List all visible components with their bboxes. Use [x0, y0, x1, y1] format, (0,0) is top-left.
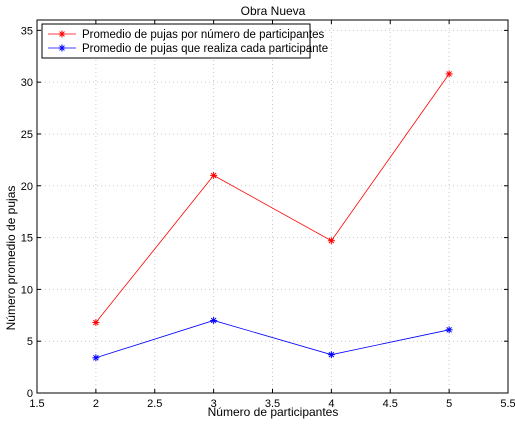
- data-point-s1-2: [210, 171, 218, 179]
- series-layer: [92, 70, 453, 362]
- y-tick-label: 35: [21, 25, 33, 37]
- data-point-s2-2: [210, 316, 218, 324]
- x-tick-label: 4.5: [383, 398, 398, 410]
- data-point-s2-3: [327, 351, 335, 359]
- x-tick-label: 4: [328, 398, 334, 410]
- legend-marker-1: [58, 30, 66, 38]
- data-point-s1-3: [327, 237, 335, 245]
- x-tick-label: 3.5: [265, 398, 280, 410]
- y-tick-label: 20: [21, 181, 33, 193]
- x-tick-label: 5: [446, 398, 452, 410]
- x-tick-label: 5.5: [500, 398, 515, 410]
- data-point-s2-1: [92, 354, 100, 362]
- chart-title: Obra Nueva: [241, 4, 306, 18]
- x-tick-label: 2: [93, 398, 99, 410]
- grid: [37, 20, 508, 393]
- y-tick-label: 5: [27, 336, 33, 348]
- y-axis-label: Número promedio de pujas: [4, 186, 18, 331]
- series-line-1: [95, 73, 450, 323]
- data-point-s1-1: [92, 319, 100, 327]
- y-tick-label: 25: [21, 129, 33, 141]
- y-tick-label: 30: [21, 77, 33, 89]
- x-tick-label: 1.5: [29, 398, 44, 410]
- plot-frame: [36, 19, 509, 394]
- legend: Promedio de pujas por número de particip…: [41, 23, 328, 59]
- data-point-s2-4: [445, 326, 453, 334]
- y-tick-label: 0: [27, 388, 33, 400]
- legend-label-1: Promedio de pujas por número de particip…: [82, 29, 325, 41]
- data-point-s1-4: [445, 70, 453, 78]
- y-tick-label: 15: [21, 233, 33, 245]
- legend-label-2: Promedio de pujas que realiza cada parti…: [82, 43, 328, 55]
- x-tick-label: 3: [211, 398, 217, 410]
- x-tick-label: 2.5: [147, 398, 162, 410]
- axis-ticks: 1.5 2 2.5 3 3.5 4 4.5 5 5.5 0 5 10 15 20 25 30 35: [21, 20, 515, 410]
- legend-marker-2: [58, 44, 66, 52]
- x-axis-label: Número de participantes: [208, 405, 339, 419]
- legend-box: [41, 23, 311, 59]
- series-line-2: [95, 320, 450, 359]
- y-tick-label: 10: [21, 284, 33, 296]
